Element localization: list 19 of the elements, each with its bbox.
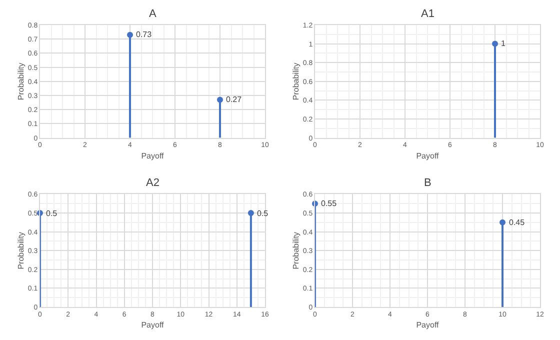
y-axis-title: Probability [16, 232, 26, 270]
x-axis-title: Payoff [416, 151, 440, 160]
data-label: 0.27 [226, 95, 242, 104]
data-label: 0.73 [136, 30, 152, 39]
y-axis-title: Probability [292, 62, 301, 100]
y-axis-title: Probability [292, 232, 301, 270]
x-axis-title: Payoff [141, 320, 165, 330]
data-label: 1 [501, 39, 506, 48]
chart-title: A1 [421, 8, 434, 20]
data-label: 0.5 [46, 209, 58, 218]
chart-title: B [424, 177, 432, 189]
chart-title: A [149, 8, 157, 20]
x-axis-title: Payoff [416, 320, 440, 330]
chart-title: A2 [146, 177, 160, 189]
x-axis-title: Payoff [141, 151, 165, 160]
y-axis-title: Probability [16, 62, 26, 100]
data-label: 0.55 [321, 199, 338, 208]
data-label: 0.5 [257, 209, 269, 218]
data-label: 0.45 [509, 218, 526, 227]
